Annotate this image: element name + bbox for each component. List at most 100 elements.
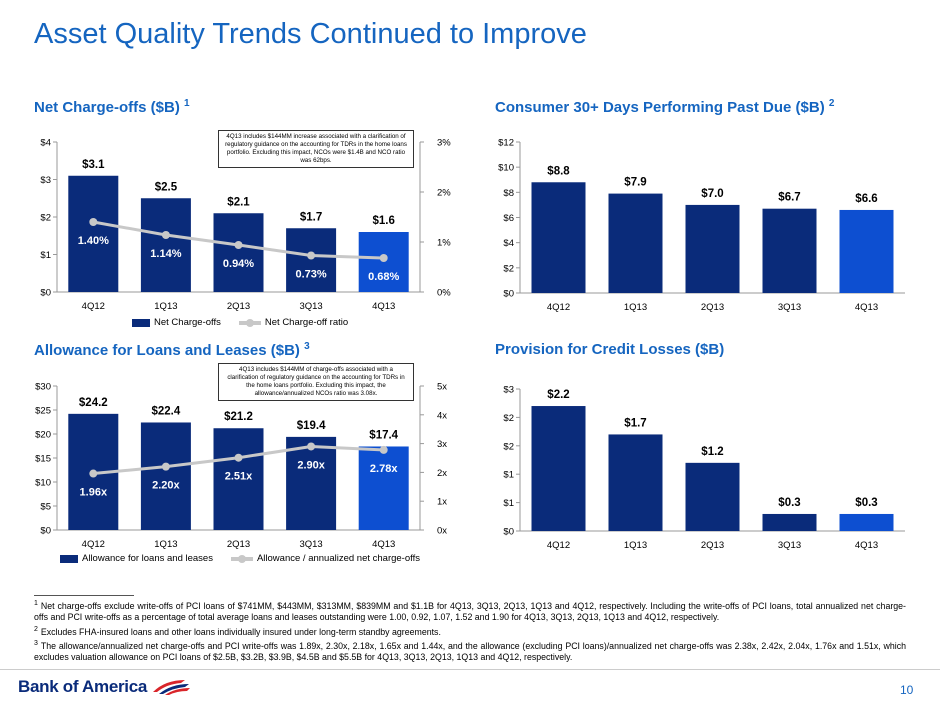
- provision-y-tick-label: $2: [503, 441, 514, 452]
- nco-x-tick-label: 1Q13: [154, 301, 177, 312]
- nco-y-tick-label: $4: [40, 138, 51, 149]
- footnotes: 1 Net charge-offs exclude write-offs of P…: [34, 598, 906, 664]
- past_due-y-tick-label: $6: [503, 213, 514, 224]
- provision-x-tick-label: 3Q13: [778, 540, 801, 551]
- legend-line-swatch: [238, 318, 261, 327]
- logo-wordmark: Bank of America: [18, 677, 148, 696]
- page-number: 10: [900, 683, 914, 697]
- nco-x-tick-label: 3Q13: [299, 301, 322, 312]
- provision-bar: [762, 513, 817, 531]
- footnote-divider: [34, 595, 134, 596]
- allowance-y2-tick-label: 2x: [437, 468, 447, 479]
- allowance-y-tick-label: $25: [35, 406, 51, 417]
- allowance-bar: [286, 436, 337, 530]
- allowance-legend: Allowance for loans and leases Allowance…: [60, 553, 438, 564]
- nco-ratio-label: 1.40%: [78, 235, 109, 247]
- provision-section-title: Provision for Credit Losses ($B): [495, 341, 724, 358]
- footnote-2-text: Excludes FHA-insured loans and other loa…: [40, 626, 441, 637]
- allowance-y2-tick-label: 4x: [437, 410, 447, 421]
- nco-y2-tick-label: 0%: [437, 288, 451, 299]
- allowance-bar-value-label: $17.4: [369, 429, 398, 441]
- nco-bar-value-label: $1.6: [373, 215, 395, 227]
- allowance-y-tick-label: $15: [35, 454, 51, 465]
- provision-y-tick-label: $1: [503, 470, 514, 481]
- allowance-ratio-point: [234, 453, 243, 462]
- allowance-bar: [213, 428, 264, 530]
- past_due-bar-value-label: $6.6: [855, 193, 877, 205]
- nco-legend-line-label: Net Charge-off ratio: [264, 317, 349, 328]
- nco-x-tick-label: 4Q12: [82, 301, 105, 312]
- past-due-title-text: Consumer 30+ Days Performing Past Due ($…: [495, 99, 825, 116]
- page-title: Asset Quality Trends Continued to Improv…: [34, 18, 587, 50]
- nco-ratio-label: 0.94%: [223, 258, 254, 270]
- allowance-y2-tick-label: 5x: [437, 382, 447, 393]
- allowance-ratio-point: [379, 445, 388, 454]
- footnote-2-num: 2: [34, 625, 38, 633]
- past_due-y-tick-label: $10: [498, 163, 514, 174]
- provision-title-text: Provision for Credit Losses ($B): [495, 341, 725, 358]
- nco-ratio-point: [379, 254, 388, 262]
- nco-legend-line: Net Charge-off ratio: [238, 317, 349, 328]
- allowance-ratio-label: 2.78x: [370, 463, 398, 475]
- nco-y2-tick-label: 2%: [437, 188, 451, 199]
- allowance-y-tick-label: $0: [40, 526, 51, 537]
- past_due-bar: [608, 193, 663, 293]
- nco-x-tick-label: 2Q13: [227, 301, 250, 312]
- provision-bar: [608, 434, 663, 531]
- footnote-1: 1 Net charge-offs exclude write-offs of P…: [34, 598, 906, 624]
- past-due-title-sup: 2: [828, 98, 835, 109]
- footnote-3-num: 3: [34, 640, 38, 648]
- nco-bar: [286, 228, 337, 292]
- nco-y-tick-label: $1: [40, 250, 51, 261]
- nco-bar: [140, 198, 191, 292]
- nco-ratio-label: 0.73%: [295, 269, 326, 281]
- nco-ratio-label: 1.14%: [150, 248, 181, 260]
- allowance-section-title: Allowance for Loans and Leases ($B) 3: [34, 341, 310, 359]
- provision-x-tick-label: 4Q12: [547, 540, 570, 551]
- nco-section-title: Net Charge-offs ($B) 1: [34, 98, 190, 116]
- footer-divider: [0, 669, 940, 670]
- past_due-y-tick-label: $0: [503, 289, 514, 300]
- allowance-callout: 4Q13 includes $144MM of charge-offs asso…: [218, 363, 414, 401]
- past_due-bar-value-label: $8.8: [547, 165, 570, 177]
- allowance-y-tick-label: $10: [35, 478, 51, 489]
- allowance-bar-value-label: $21.2: [224, 411, 253, 423]
- nco-callout: 4Q13 includes $144MM increase associated…: [218, 130, 414, 168]
- nco-bar: [213, 213, 264, 292]
- provision-y-tick-label: $0: [503, 527, 514, 538]
- allowance-x-tick-label: 3Q13: [299, 539, 322, 550]
- allowance-title-text: Allowance for Loans and Leases ($B): [34, 342, 300, 359]
- provision-bar-value-label: $1.7: [624, 417, 646, 429]
- allowance-bar-value-label: $22.4: [152, 405, 181, 417]
- allowance-bar: [358, 446, 409, 530]
- provision-x-tick-label: 1Q13: [624, 540, 647, 551]
- provision-bar-value-label: $1.2: [701, 446, 723, 458]
- legend-bar-swatch: [60, 554, 78, 563]
- nco-x-tick-label: 4Q13: [372, 301, 395, 312]
- provision-bar: [685, 462, 740, 531]
- nco-bar-value-label: $1.7: [300, 211, 322, 223]
- past_due-x-tick-label: 3Q13: [778, 302, 801, 313]
- past_due-y-tick-label: $2: [503, 263, 514, 274]
- allowance-ratio-point: [161, 462, 170, 471]
- legend-bar-swatch: [132, 318, 150, 327]
- past_due-y-tick-label: $4: [503, 238, 514, 249]
- footnote-3: 3 The allowance/annualized net charge-off…: [34, 638, 906, 664]
- allowance-ratio-label: 2.90x: [297, 459, 325, 471]
- allowance-title-sup: 3: [304, 341, 310, 352]
- past_due-bar: [839, 209, 894, 293]
- allowance-legend-bars: Allowance for loans and leases: [60, 553, 213, 564]
- allowance-ratio-point: [89, 469, 98, 478]
- past_due-bar: [762, 208, 817, 293]
- allowance-ratio-label: 2.20x: [152, 480, 180, 492]
- nco-y2-tick-label: 3%: [437, 138, 451, 149]
- allowance-ratio-label: 1.96x: [80, 487, 108, 499]
- allowance-y2-tick-label: 3x: [437, 439, 447, 450]
- provision-y-tick-label: $3: [503, 385, 514, 396]
- past_due-x-tick-label: 1Q13: [624, 302, 647, 313]
- allowance-x-tick-label: 1Q13: [154, 539, 177, 550]
- past_due-bar: [531, 182, 586, 293]
- provision-bar: [839, 513, 894, 531]
- allowance-ratio-point: [307, 442, 316, 451]
- footnote-1-num: 1: [34, 600, 38, 607]
